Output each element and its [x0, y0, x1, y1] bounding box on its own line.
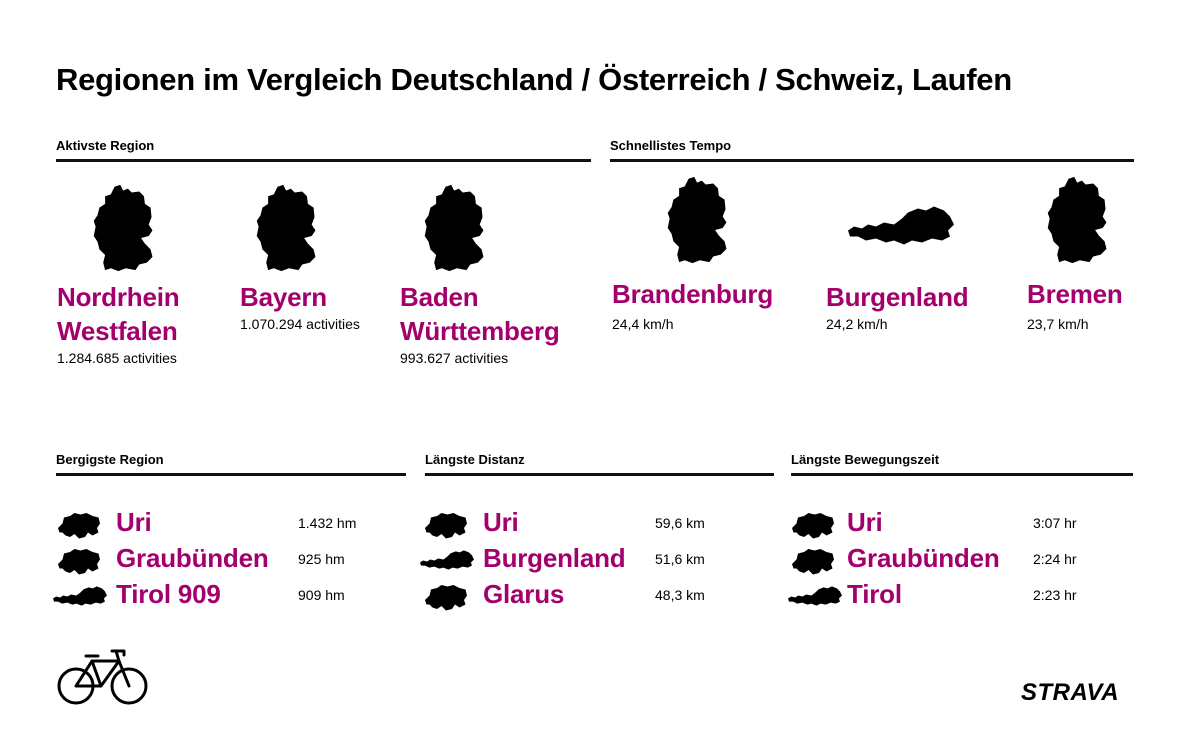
section-heading-aktivste: Aktivste Region: [56, 138, 591, 162]
region-stat: 1.070.294 activities: [240, 316, 360, 332]
region-value: 2:24 hr: [1033, 551, 1077, 567]
region-name: Brandenburg: [612, 279, 774, 309]
list-item: Burgenland 51,6 km: [419, 542, 773, 576]
region-value: 1.432 hm: [298, 515, 357, 531]
germany-map-icon: [253, 183, 323, 273]
list-item: Graubünden 2:24 hr: [790, 542, 1132, 576]
section-heading-distanz: Längste Distanz: [425, 452, 774, 476]
germany-map-icon: [90, 183, 160, 273]
region-name: Uri: [483, 507, 519, 537]
region-stat: 24,4 km/h: [612, 316, 674, 332]
region-name: Nordrhein Westfalen: [57, 282, 180, 346]
region-name: Uri: [116, 507, 152, 537]
region-name: Burgenland: [826, 282, 969, 312]
list-item: Uri 3:07 hr: [790, 506, 1132, 540]
region-value: 59,6 km: [655, 515, 705, 531]
region-value: 51,6 km: [655, 551, 705, 567]
region-value: 909 hm: [298, 587, 345, 603]
region-name: Baden Württemberg: [400, 282, 560, 346]
switzerland-map-icon: [790, 546, 836, 581]
strava-logo: STRAVA: [1021, 679, 1120, 706]
region-stat: 24,2 km/h: [826, 316, 888, 332]
austria-map-icon: [846, 203, 956, 248]
list-item: Graubünden 925 hm: [56, 542, 406, 576]
region-value: 3:07 hr: [1033, 515, 1077, 531]
switzerland-map-icon: [423, 582, 469, 617]
austria-map-icon: [787, 584, 843, 613]
bicycle-icon: [56, 645, 150, 712]
list-item: Uri 59,6 km: [423, 506, 773, 540]
region-name: Bayern: [240, 282, 327, 312]
region-name: Glarus: [483, 579, 565, 609]
region-name: Uri: [847, 507, 883, 537]
list-item: Glarus 48,3 km: [423, 578, 773, 612]
region-name: Tirol 909: [116, 579, 221, 609]
section-heading-tempo: Schnellistes Tempo: [610, 138, 1134, 162]
region-name: Bremen: [1027, 279, 1123, 309]
region-stat: 1.284.685 activities: [57, 350, 177, 366]
section-heading-bergig: Bergigste Region: [56, 452, 406, 476]
region-name: Graubünden: [847, 543, 1000, 573]
region-value: 2:23 hr: [1033, 587, 1077, 603]
section-heading-bewegung: Längste Bewegungszeit: [791, 452, 1133, 476]
austria-map-icon: [52, 584, 108, 613]
page-title: Regionen im Vergleich Deutschland / Öste…: [56, 62, 1012, 97]
germany-map-icon: [664, 175, 734, 265]
list-item: Uri 1.432 hm: [56, 506, 406, 540]
region-stat: 23,7 km/h: [1027, 316, 1089, 332]
switzerland-map-icon: [423, 510, 469, 545]
region-name: Graubünden: [116, 543, 269, 573]
region-name: Tirol: [847, 579, 902, 609]
switzerland-map-icon: [56, 546, 102, 581]
region-stat: 993.627 activities: [400, 350, 509, 366]
switzerland-map-icon: [790, 510, 836, 545]
region-value: 48,3 km: [655, 587, 705, 603]
germany-map-icon: [421, 183, 491, 273]
region-name: Burgenland: [483, 543, 626, 573]
germany-map-icon: [1044, 175, 1114, 265]
austria-map-icon: [419, 548, 475, 577]
switzerland-map-icon: [56, 510, 102, 545]
list-item: Tirol 909 909 hm: [52, 578, 406, 612]
region-value: 925 hm: [298, 551, 345, 567]
list-item: Tirol 2:23 hr: [787, 578, 1132, 612]
